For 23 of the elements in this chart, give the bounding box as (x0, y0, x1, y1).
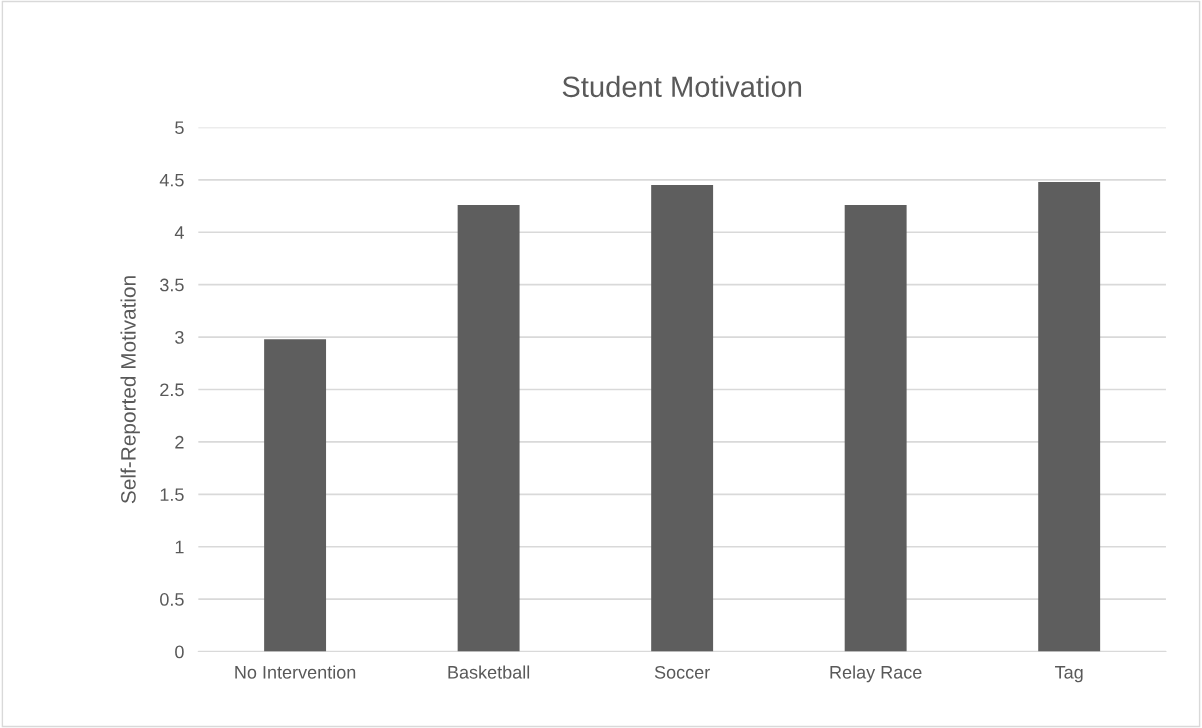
y-axis-title: Self-Reported Motivation (120, 276, 140, 504)
y-tick-label: 1 (175, 540, 184, 554)
x-tick-label: Relay Race (830, 665, 922, 683)
bar (651, 185, 714, 652)
y-tick-label: 5 (175, 121, 184, 135)
x-tick-label: Soccer (654, 665, 710, 679)
y-tick-label: 2 (175, 435, 184, 449)
x-tick-label: Basketball (448, 665, 530, 679)
y-tick-label: 3.5 (160, 278, 184, 292)
bar (844, 204, 907, 652)
x-tick-label: Tag (1055, 666, 1083, 683)
bar (264, 339, 327, 652)
chart-title: Student Motivation (562, 75, 802, 98)
y-tick-label: 0 (175, 645, 184, 659)
y-tick-label: 3 (175, 331, 184, 344)
y-tick-label: 4.5 (159, 173, 184, 187)
y-tick-label: 4 (174, 226, 184, 239)
bar (1038, 181, 1101, 652)
y-tick-label: 0.5 (160, 593, 184, 606)
y-tick-label: 2.5 (160, 383, 184, 397)
x-tick-label: No Intervention (235, 665, 356, 679)
y-tick-label: 1.5 (160, 488, 184, 502)
bar (457, 204, 520, 652)
